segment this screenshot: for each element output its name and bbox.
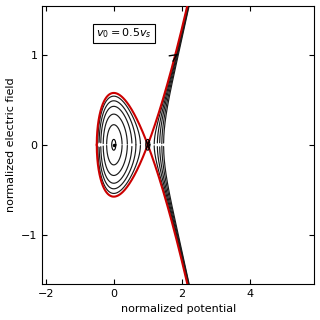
Text: $v_0=0.5v_s$: $v_0=0.5v_s$	[96, 27, 152, 40]
Y-axis label: normalized electric field: normalized electric field	[5, 77, 16, 212]
X-axis label: normalized potential: normalized potential	[121, 304, 236, 315]
